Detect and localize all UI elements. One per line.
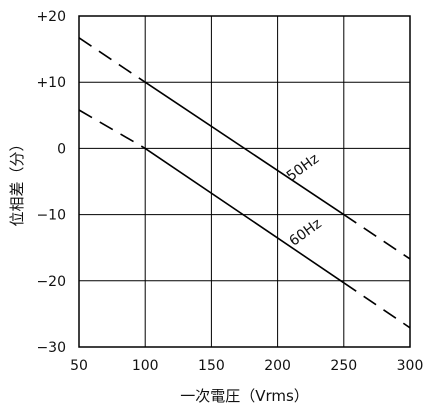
y-tick-label: +10	[36, 75, 66, 91]
y-tick-label: −30	[36, 340, 66, 356]
data-lines	[78, 37, 411, 329]
x-tick-label: 300	[397, 358, 424, 374]
x-tick-label: 200	[264, 358, 291, 374]
y-tick-label: +20	[36, 9, 66, 25]
y-axis-ticks: +20 +10 0 −10 −20 −30	[36, 9, 66, 356]
y-axis-label: 位相差（分）	[8, 136, 26, 226]
x-tick-label: 250	[330, 358, 357, 374]
x-axis-ticks: 50 100 150 200 250 300	[70, 358, 423, 374]
x-tick-label: 150	[198, 358, 225, 374]
series-1-solid-line	[144, 147, 345, 284]
y-tick-label: 0	[57, 141, 66, 157]
y-tick-label: −10	[36, 208, 66, 224]
y-tick-label: −20	[36, 274, 66, 290]
grid	[79, 16, 410, 347]
series-1-dashed-line-0	[78, 109, 146, 150]
x-tick-label: 50	[70, 358, 88, 374]
series-0-solid-line	[144, 81, 345, 216]
series-0-dashed-line-1	[343, 213, 411, 260]
series-label-0: 50Hz	[284, 151, 322, 185]
series-labels: 50Hz 60Hz	[284, 151, 325, 250]
x-axis-label: 一次電圧（Vrms）	[180, 387, 309, 405]
series-0-dashed-line-0	[78, 37, 146, 83]
x-tick-label: 100	[132, 358, 159, 374]
series-label-1: 60Hz	[286, 216, 324, 250]
plot-frame	[78, 15, 411, 348]
series-1-dashed-line-1	[343, 282, 411, 329]
